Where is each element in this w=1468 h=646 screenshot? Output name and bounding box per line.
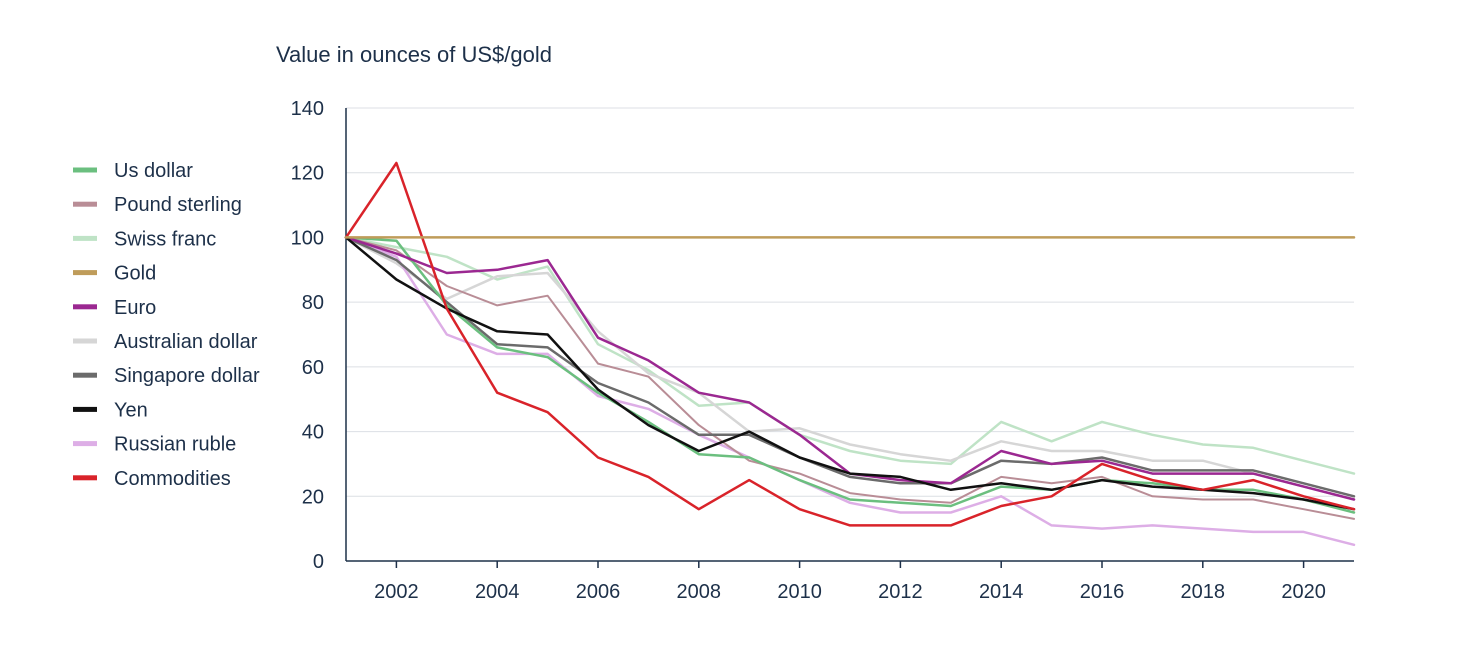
legend-swatch [73,201,97,207]
legend-item-swiss-franc: Swiss franc [73,228,216,250]
y-tick-label: 80 [302,292,324,314]
legend-swatch [73,372,97,378]
x-tick-label: 2006 [576,581,621,603]
x-tick-label: 2018 [1181,581,1226,603]
axes: 0 20 40 60 80 100 120 140 2002 2004 2006 2008 2010 20… [291,98,1354,603]
legend-item-gold: Gold [73,263,156,285]
y-axis-title: Value in ounces of US$/gold [276,42,552,67]
legend-item-commodities: Commodities [73,468,231,490]
series-line-commodities [344,161,1356,527]
legend-label: Singapore dollar [114,365,260,387]
x-tick-label: 2004 [475,581,520,603]
x-tick-label: 2002 [374,581,419,603]
x-tick-label: 2010 [777,581,822,603]
legend-label: Russian ruble [114,434,236,456]
x-tick-label: 2016 [1080,581,1125,603]
legend-label: Yen [114,399,148,421]
legend-label: Gold [114,263,156,285]
series-line-singapore-dollar [344,236,1356,498]
legend-item-australian-dollar: Australian dollar [73,331,258,353]
legend-label: Us dollar [114,160,193,182]
legend-item-russian-ruble: Russian ruble [73,434,236,456]
y-tick-label: 120 [291,163,324,185]
x-tick-label: 2012 [878,581,923,603]
series-line-australian-dollar [344,236,1356,501]
legend-swatch [73,475,97,481]
series-line-yen [344,236,1356,511]
legend-item-euro: Euro [73,297,156,319]
legend-item-singapore-dollar: Singapore dollar [73,365,260,387]
legend-label: Pound sterling [114,194,242,216]
legend: Us dollar Pound sterling Swiss franc Gold Eu… [73,160,260,490]
series-line-swiss-franc [344,236,1356,475]
gridlines [346,107,1354,497]
legend-item-us-dollar: Us dollar [73,160,193,182]
y-tick-label: 140 [291,98,324,120]
y-tick-label: 20 [302,486,324,508]
legend-swatch [73,270,97,276]
series-line-russian-ruble [344,236,1356,547]
legend-swatch [73,406,97,412]
legend-swatch [73,338,97,344]
series-line-pound-sterling [345,236,1355,520]
x-tick-label: 2008 [677,581,722,603]
legend-swatch [73,167,97,173]
legend-label: Australian dollar [114,331,258,353]
legend-label: Swiss franc [114,228,216,250]
x-tick-label: 2020 [1281,581,1326,603]
series-lines [344,161,1356,547]
legend-swatch [73,304,97,310]
x-tick-label: 2014 [979,581,1024,603]
y-tick-label: 40 [302,422,324,444]
legend-swatch [73,235,97,241]
y-tick-label: 100 [291,227,324,249]
legend-label: Commodities [114,468,231,490]
legend-item-yen: Yen [73,399,148,421]
y-tick-label: 60 [302,357,324,379]
y-tick-label: 0 [313,551,324,573]
legend-item-pound-sterling: Pound sterling [73,194,242,216]
legend-label: Euro [114,297,156,319]
legend-swatch [73,441,97,447]
